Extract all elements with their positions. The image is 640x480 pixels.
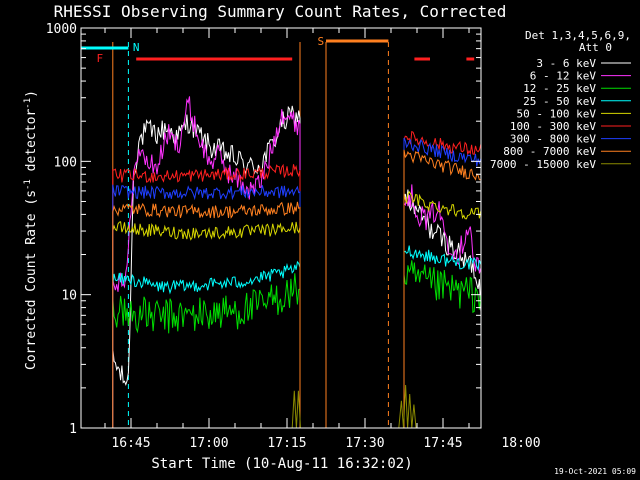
legend-label-7: 300 - 800 keV [510, 133, 596, 146]
legend-header-attenuator: Att 0 [579, 41, 612, 54]
series-7000-15000-kev-segment-1 [291, 390, 301, 428]
series-50-100-kev-segment-2 [403, 190, 481, 428]
flag-label-s: S [317, 35, 324, 48]
series-100-300-kev-segment-1 [112, 163, 301, 428]
x-tick-label-1745: 17:45 [423, 436, 462, 451]
y-axis: 1 10 100 1000 [46, 22, 481, 437]
series-12-25-kev-segment-1 [112, 273, 301, 428]
legend-label-9: 7000 - 15000 keV [490, 158, 596, 171]
legend-label-6: 100 - 300 keV [510, 120, 596, 133]
chart-title: RHESSI Observing Summary Count Rates, Co… [54, 2, 507, 21]
y-axis-label: Corrected Count Rate (s-1 detector-1) [23, 90, 39, 370]
legend-label-1: 3 - 6 keV [536, 57, 596, 70]
legend-header-detectors: Det 1,3,4,5,6,9, [525, 29, 631, 42]
y-axis-label-part-2: detector [24, 109, 39, 180]
series-800-7000-kev-segment-2 [403, 149, 481, 428]
y-axis-label-sup-2: -1 [23, 98, 33, 109]
legend-label-2: 6 - 12 keV [530, 70, 597, 83]
y-tick-label-1: 1 [69, 422, 77, 437]
y-tick-label-10: 10 [61, 289, 77, 304]
legend-label-8: 800 - 7000 keV [503, 145, 596, 158]
generation-timestamp: 19-Oct-2021 05:09 [554, 467, 636, 476]
x-tick-label-1700: 17:00 [189, 436, 228, 451]
series-25-50-kev-segment-2 [403, 245, 481, 428]
x-axis-label: Start Time (10-Aug-11 16:32:02) [151, 456, 412, 472]
y-axis-label-sup-1: -1 [23, 179, 33, 190]
series-800-7000-kev-segment-1 [112, 201, 301, 428]
x-tick-label-1730: 17:30 [345, 436, 384, 451]
x-tick-label-1645: 16:45 [111, 436, 150, 451]
series-300-800-kev-segment-1 [112, 184, 301, 428]
series-50-100-kev-segment-1 [112, 221, 301, 428]
series-3-6-kev-segment-2 [403, 189, 481, 428]
legend-label-4: 25 - 50 keV [523, 95, 596, 108]
flag-label-f: F [96, 52, 103, 65]
series-25-50-kev-segment-1 [112, 260, 301, 428]
y-axis-label-part-1: Corrected Count Rate (s [24, 190, 39, 370]
legend-label-3: 12 - 25 keV [523, 82, 596, 95]
y-tick-label-100: 100 [54, 155, 77, 170]
series-6-12-kev-segment-2 [403, 184, 481, 428]
x-tick-label-1715: 17:15 [267, 436, 306, 451]
y-tick-label-1000: 1000 [46, 22, 77, 37]
flag-label-n: N [133, 41, 140, 54]
x-axis: 16:45 17:00 17:15 17:30 17:45 18:00 [104, 28, 541, 451]
y-axis-label-part-3: ) [24, 90, 39, 98]
plot-frame [80, 27, 482, 429]
series-7000-15000-kev-segment-2 [398, 384, 417, 428]
series-6-12-kev-segment-1 [112, 96, 301, 428]
series-12-25-kev-segment-2 [403, 260, 481, 428]
legend-label-5: 50 - 100 keV [517, 107, 597, 120]
series-300-800-kev-segment-2 [403, 137, 481, 428]
x-tick-label-1800: 18:00 [501, 436, 540, 451]
